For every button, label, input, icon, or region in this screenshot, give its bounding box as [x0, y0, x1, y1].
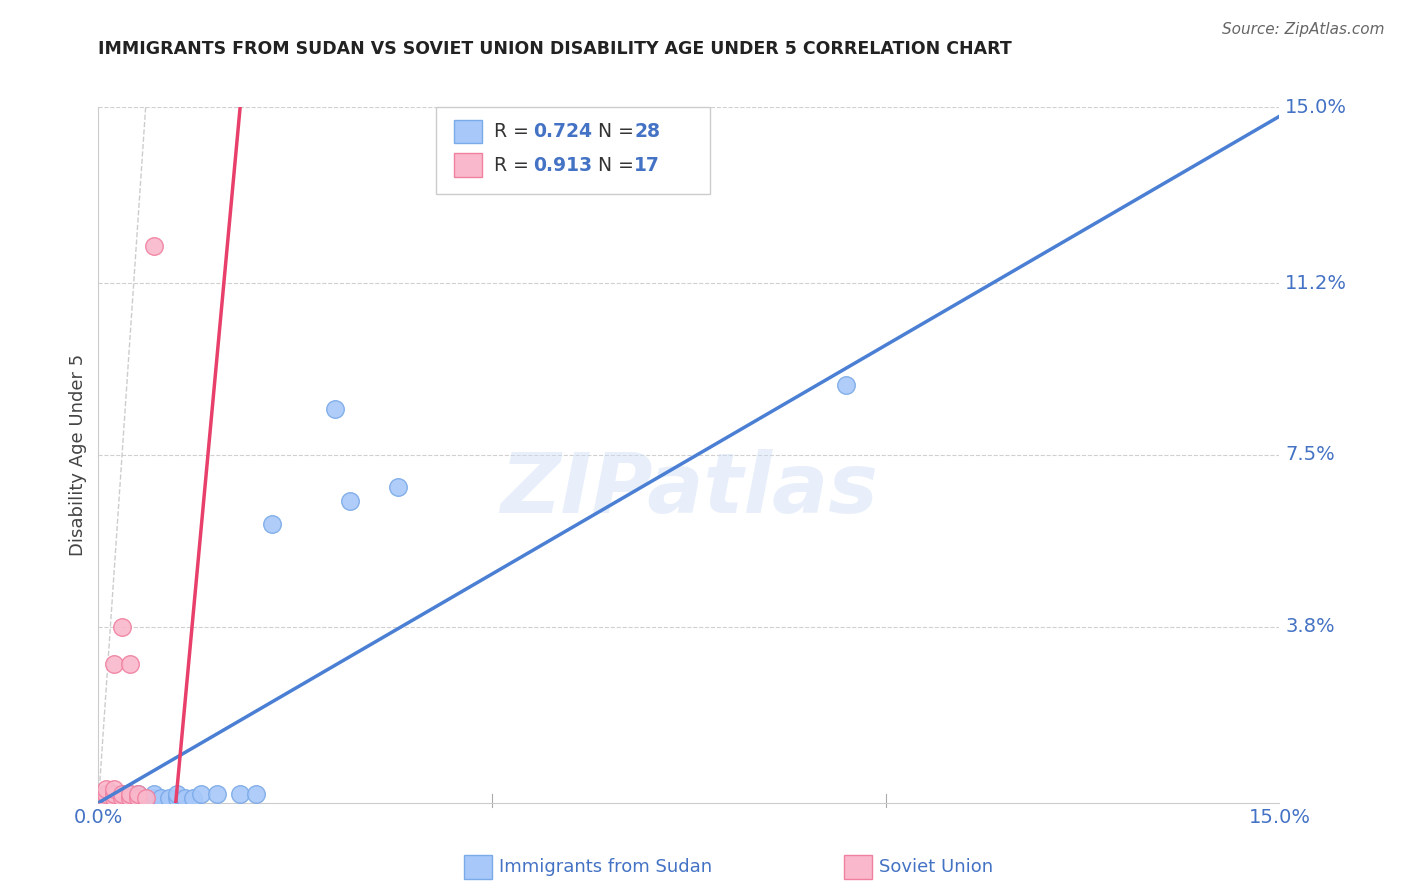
Y-axis label: Disability Age Under 5: Disability Age Under 5 [69, 354, 87, 556]
Point [166, 787, 188, 801]
Point [150, 791, 173, 805]
Text: N =: N = [586, 121, 640, 141]
Point [96, 787, 118, 801]
Text: Immigrants from Sudan: Immigrants from Sudan [499, 858, 713, 876]
Point [111, 791, 134, 805]
Point [135, 791, 157, 805]
Point [835, 378, 858, 392]
Point [103, 781, 125, 796]
Point [96, 791, 118, 805]
Text: R =: R = [494, 121, 534, 141]
Text: 0.913: 0.913 [533, 155, 592, 175]
Point [118, 787, 141, 801]
Point [142, 239, 165, 253]
Point [118, 657, 141, 671]
Point [260, 517, 283, 532]
Point [111, 619, 134, 633]
Point [245, 787, 267, 801]
Point [142, 791, 165, 805]
Point [127, 791, 149, 805]
Point [111, 791, 134, 805]
Point [111, 787, 134, 801]
Point [103, 787, 125, 801]
Point [135, 791, 157, 805]
Point [229, 787, 252, 801]
Text: 28: 28 [634, 121, 659, 141]
Point [166, 791, 188, 805]
Point [103, 791, 125, 805]
Point [127, 787, 149, 801]
Point [96, 787, 118, 801]
Point [103, 791, 125, 805]
Point [103, 787, 125, 801]
Point [127, 791, 149, 805]
Text: IMMIGRANTS FROM SUDAN VS SOVIET UNION DISABILITY AGE UNDER 5 CORRELATION CHART: IMMIGRANTS FROM SUDAN VS SOVIET UNION DI… [98, 40, 1012, 58]
Text: 11.2%: 11.2% [1285, 274, 1347, 293]
Point [174, 791, 197, 805]
Point [157, 791, 180, 805]
Point [118, 791, 141, 805]
Text: ZIPatlas: ZIPatlas [501, 450, 877, 530]
Point [387, 480, 409, 494]
Point [103, 657, 125, 671]
Point [127, 787, 149, 801]
Point [339, 494, 361, 508]
Text: N =: N = [586, 155, 640, 175]
Text: Soviet Union: Soviet Union [879, 858, 993, 876]
Text: Source: ZipAtlas.com: Source: ZipAtlas.com [1222, 22, 1385, 37]
Point [96, 781, 118, 796]
Point [118, 791, 141, 805]
Text: 0.724: 0.724 [533, 121, 592, 141]
Point [118, 787, 141, 801]
Text: 15.0%: 15.0% [1285, 97, 1347, 117]
Point [181, 791, 204, 805]
Text: 3.8%: 3.8% [1285, 617, 1334, 636]
Point [142, 787, 165, 801]
Point [205, 787, 228, 801]
Text: 7.5%: 7.5% [1285, 445, 1336, 465]
Text: 17: 17 [634, 155, 659, 175]
Text: R =: R = [494, 155, 534, 175]
Point [96, 791, 118, 805]
Point [323, 401, 346, 416]
Point [111, 787, 134, 801]
Point [190, 787, 212, 801]
